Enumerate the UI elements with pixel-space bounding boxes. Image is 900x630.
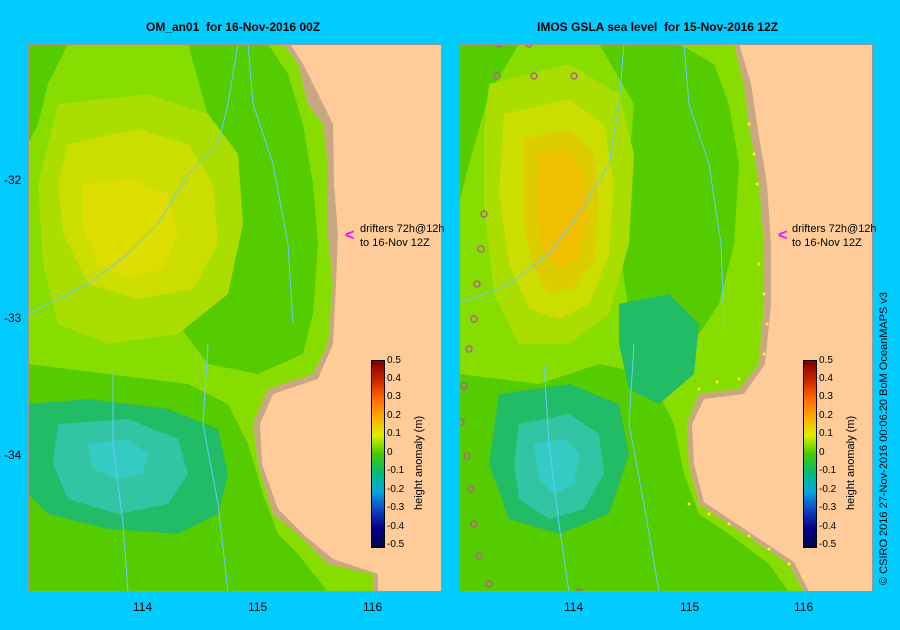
drifters-label: drifters 72h@12h to 16-Nov 12Z xyxy=(792,223,877,249)
colorbar xyxy=(803,360,817,548)
left-map-panel xyxy=(28,44,442,592)
x-tick-label: 114 xyxy=(564,600,584,614)
x-tick-label: 115 xyxy=(248,600,268,614)
y-tick-label: -34 xyxy=(4,448,22,462)
left-map-field xyxy=(28,44,442,592)
drifter-arrow-icon: < xyxy=(345,227,355,244)
colorbar xyxy=(371,360,385,548)
x-tick-label: 116 xyxy=(363,600,383,614)
drifters-label: drifters 72h@12h to 16-Nov 12Z xyxy=(360,223,445,249)
right-map-title: IMOS GSLA sea level for 15-Nov-2016 12Z xyxy=(537,20,778,34)
credit-text: © CSIRO 2016 27-Nov-2016 00:06:20 BoM Oc… xyxy=(878,291,890,585)
x-tick-label: 116 xyxy=(794,600,814,614)
x-tick-label: 115 xyxy=(680,600,700,614)
x-tick-label: 114 xyxy=(133,600,153,614)
y-tick-label: -33 xyxy=(4,311,22,325)
colorbar-label: height anomaly (m) xyxy=(413,415,425,510)
colorbar-label: height anomaly (m) xyxy=(845,415,857,510)
drifter-arrow-icon: < xyxy=(778,227,788,244)
left-map-title: OM_an01 for 16-Nov-2016 00Z xyxy=(146,20,321,34)
right-map-field xyxy=(459,44,873,592)
y-tick-label: -32 xyxy=(4,173,22,187)
